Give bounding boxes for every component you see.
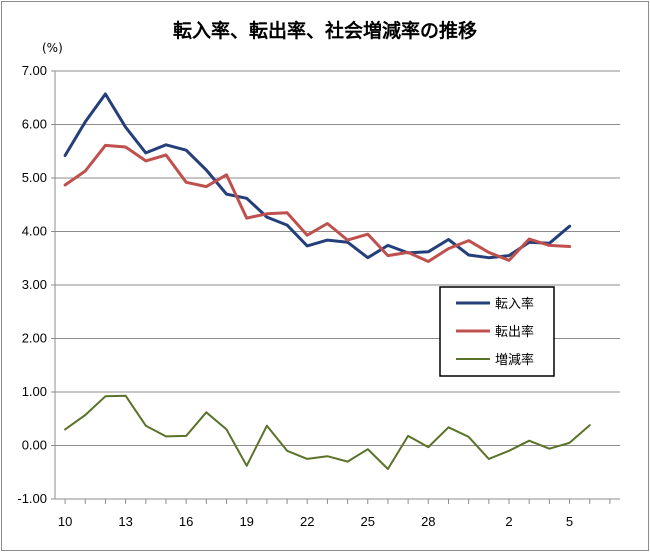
x-tick-label: 22 bbox=[300, 514, 314, 529]
y-tick-label: 7.00 bbox=[22, 63, 47, 78]
x-tick-label: 2 bbox=[505, 514, 512, 529]
series-line-3 bbox=[64, 394, 591, 470]
series-line-2 bbox=[63, 143, 572, 263]
x-axis-ticks: 10 13 16 19 22 25 28 2 5 bbox=[58, 499, 611, 529]
legend-label: 転出率 bbox=[495, 324, 534, 340]
y-axis-unit: (%) bbox=[42, 41, 63, 55]
y-tick-label: -1.00 bbox=[17, 491, 47, 506]
y-tick-label: 6.00 bbox=[22, 117, 47, 132]
series-lines bbox=[63, 92, 591, 470]
y-axis-ticks: -1.00 0.00 1.00 2.00 3.00 4.00 5.00 6.00 7.00 bbox=[17, 63, 47, 506]
y-tick-label: 0.00 bbox=[22, 438, 47, 453]
x-tick-label: 5 bbox=[566, 514, 573, 529]
grid-lines bbox=[51, 70, 620, 500]
legend-label: 増減率 bbox=[495, 352, 534, 368]
legend-label: 転入率 bbox=[495, 296, 534, 312]
x-tick-label: 16 bbox=[179, 514, 193, 529]
x-tick-label: 28 bbox=[421, 514, 435, 529]
y-tick-label: 4.00 bbox=[22, 224, 47, 239]
x-tick-label: 10 bbox=[58, 514, 72, 529]
x-tick-label: 13 bbox=[118, 514, 132, 529]
chart-title: 転入率、転出率、社会増減率の推移 bbox=[173, 19, 477, 42]
y-tick-label: 2.00 bbox=[22, 331, 47, 346]
y-tick-label: 3.00 bbox=[22, 277, 47, 292]
y-tick-label: 1.00 bbox=[22, 384, 47, 399]
y-tick-label: 5.00 bbox=[22, 170, 47, 185]
x-tick-label: 25 bbox=[361, 514, 375, 529]
x-tick-label: 19 bbox=[239, 514, 253, 529]
series-line-1 bbox=[63, 92, 572, 260]
